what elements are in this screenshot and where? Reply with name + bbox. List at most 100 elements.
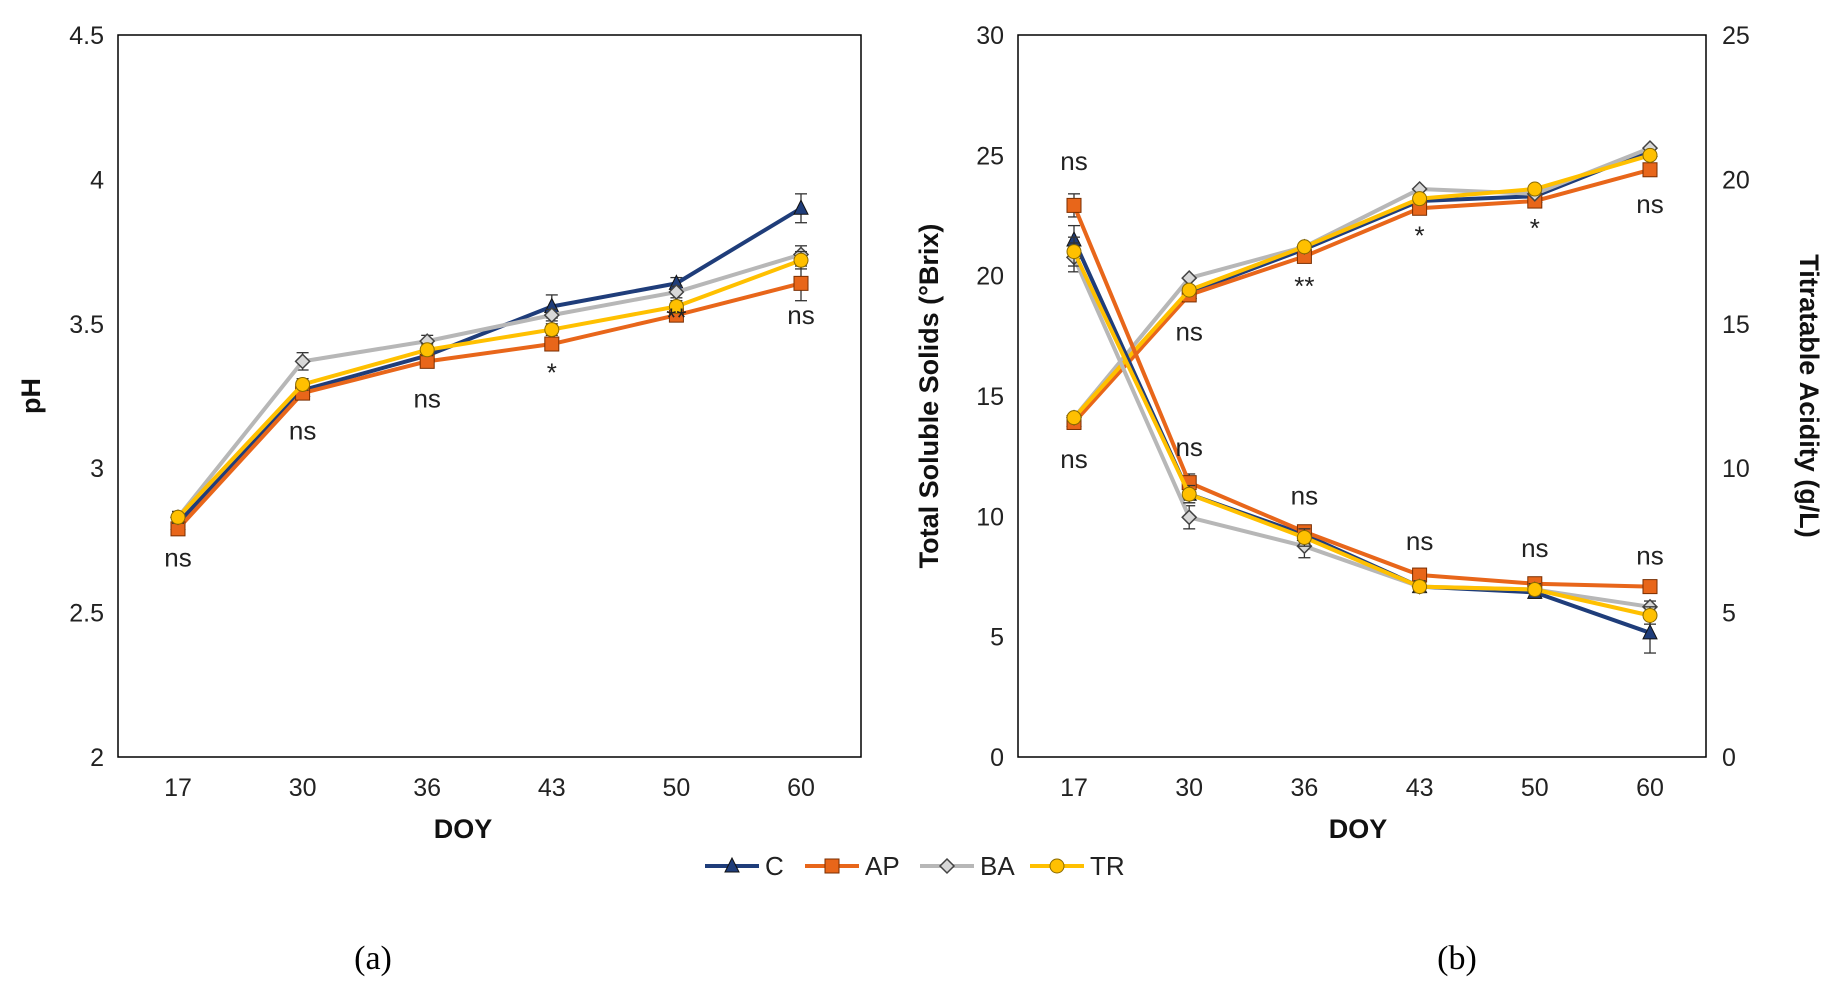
x-tick-label: 60 <box>1636 774 1664 802</box>
data-point-ap <box>544 336 560 352</box>
series-line-tr <box>1072 250 1651 618</box>
x-tick-label: 50 <box>662 774 690 802</box>
series-ta-tr <box>1066 236 1658 625</box>
x-tick-label: 17 <box>164 774 192 802</box>
series-ph-c <box>170 193 809 530</box>
significance-annotation: ns <box>164 542 191 572</box>
data-point-tr <box>1412 579 1428 595</box>
panel-a-ph-chart: pH DOY 2 2.5 3 3.5 4 4.5 17 30 36 43 50 60 ns ns ns *… <box>16 22 862 977</box>
significance-annotation: ns <box>1636 189 1663 219</box>
series-line-ba <box>1072 146 1651 419</box>
legend-item-ap: AP <box>805 851 900 881</box>
data-point-tr <box>668 298 684 314</box>
significance-annotation: ns <box>1175 317 1202 347</box>
y-tick-label: 3.5 <box>69 311 104 339</box>
y2-tick-label: 15 <box>1722 311 1750 339</box>
x-tick-label: 30 <box>1175 774 1203 802</box>
significance-annotation: ns <box>1406 526 1433 556</box>
data-point-tr <box>419 342 435 358</box>
series-line-c <box>176 206 803 525</box>
legend-item-ba: BA <box>920 851 1015 881</box>
legend: C AP BA TR <box>705 851 1125 881</box>
legend-label: TR <box>1090 851 1125 881</box>
significance-annotation: ns <box>1521 533 1548 563</box>
data-point-tr <box>1642 607 1658 623</box>
x-tick-label: 17 <box>1060 774 1088 802</box>
data-point-ap <box>1066 197 1082 213</box>
data-point-ba <box>1181 509 1198 526</box>
series-ta-ba <box>1065 242 1659 615</box>
series-line-c <box>1072 148 1651 422</box>
panel-a-caption: (a) <box>354 940 392 977</box>
significance-annotation: * <box>1415 220 1425 250</box>
series-tss-c <box>1066 141 1658 427</box>
series-line-tr <box>176 258 802 519</box>
x-tick-label: 50 <box>1521 774 1549 802</box>
significance-annotation: ns <box>1175 432 1202 462</box>
y-tick-label: 2.5 <box>69 600 104 628</box>
series-line-tr <box>1072 153 1651 420</box>
y-tick-label: 2 <box>90 744 104 772</box>
significance-annotation: ** <box>1294 271 1314 301</box>
y-tick-label: 0 <box>990 744 1004 772</box>
data-point-tr <box>793 252 809 268</box>
y-tick-label: 20 <box>976 263 1004 291</box>
y-tick-label: 4.5 <box>69 22 104 50</box>
significance-annotation: * <box>1530 213 1540 243</box>
significance-annotation: ns <box>1060 444 1087 474</box>
data-point-c <box>1642 623 1658 640</box>
legend-item-c: C <box>705 851 784 881</box>
data-point-tr <box>1527 581 1543 597</box>
panel-b-plot-frame <box>1017 34 1707 758</box>
significance-annotation: ns <box>1636 540 1663 570</box>
data-point-tr <box>1181 486 1197 502</box>
significance-annotation: ns <box>1291 480 1318 510</box>
data-point-tr <box>544 322 560 338</box>
y-tick-label: 25 <box>976 142 1004 170</box>
y2-tick-label: 10 <box>1722 455 1750 483</box>
series-ph-tr <box>170 250 809 525</box>
x-tick-label: 43 <box>1406 774 1434 802</box>
y-tick-label: 3 <box>90 455 104 483</box>
series-ph-ba <box>169 245 810 526</box>
x-tick-label: 30 <box>289 774 317 802</box>
data-point-tr <box>1066 410 1082 426</box>
legend-marker-tr <box>1049 858 1065 874</box>
series-line-ap <box>1072 167 1651 424</box>
data-point-tr <box>1181 282 1197 298</box>
legend-label: C <box>765 851 784 881</box>
significance-annotation: ns <box>413 384 440 414</box>
series-line-ap <box>1072 204 1651 589</box>
panel-a-ylabel: pH <box>16 378 46 414</box>
legend-marker-c <box>724 856 740 873</box>
data-point-ba <box>294 353 311 370</box>
panel-b-y2label: Titratable Acidity (g/L) <box>1794 254 1824 538</box>
x-tick-label: 43 <box>538 774 566 802</box>
legend-label: AP <box>865 851 900 881</box>
significance-annotation: ns <box>289 415 316 445</box>
data-point-tr <box>1642 147 1658 163</box>
panel-b-ylabel: Total Soluble Solids (°Brix) <box>914 224 944 569</box>
data-point-ap <box>1642 162 1658 178</box>
y-tick-label: 15 <box>976 383 1004 411</box>
panel-a-xlabel: DOY <box>434 814 493 844</box>
significance-annotation: ns <box>1060 146 1087 176</box>
data-point-tr <box>1066 244 1082 260</box>
panel-b-caption: (b) <box>1437 940 1477 977</box>
legend-marker-ba <box>938 857 956 875</box>
legend-marker-ap <box>824 858 840 874</box>
y-tick-label: 30 <box>976 22 1004 50</box>
y-tick-label: 5 <box>990 624 1004 652</box>
data-point-tr <box>170 509 186 525</box>
y2-tick-label: 5 <box>1722 600 1736 628</box>
legend-item-tr: TR <box>1030 851 1125 881</box>
data-point-tr <box>1412 191 1428 207</box>
series-ph-ap <box>170 265 809 537</box>
data-point-ap <box>1642 579 1658 595</box>
y2-tick-label: 0 <box>1722 744 1736 772</box>
x-tick-label: 36 <box>413 774 441 802</box>
x-tick-label: 36 <box>1290 774 1318 802</box>
data-point-ap <box>793 275 809 291</box>
series-tss-ap <box>1066 162 1658 430</box>
y-tick-label: 4 <box>90 166 104 194</box>
